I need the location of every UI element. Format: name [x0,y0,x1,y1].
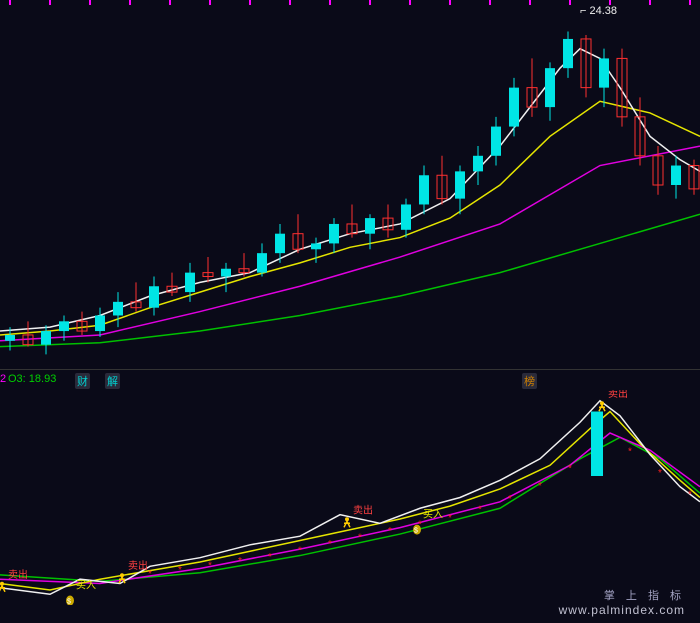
svg-text:*: * [268,552,272,563]
watermark-url: www.palmindex.com [559,603,685,617]
svg-text:*: * [508,494,512,505]
svg-text:$: $ [414,528,418,535]
price-chart-panel[interactable]: ⌐ 24.38 [0,0,700,370]
svg-text:*: * [148,569,152,580]
svg-text:*: * [208,560,212,571]
svg-text:*: * [448,513,452,524]
svg-text:*: * [388,526,392,537]
indicator-panel[interactable]: *******************卖出买入$卖出卖出买入$卖出 掌 上 指 … [0,390,700,623]
watermark-title: 掌 上 指 标 [559,587,685,603]
svg-text:卖出: 卖出 [353,503,373,516]
svg-text:*: * [178,565,182,576]
svg-text:卖出: 卖出 [608,390,628,400]
svg-text:*: * [688,490,692,501]
o3-value: O3: 18.93 [8,373,56,385]
svg-text:卖出: 卖出 [8,568,28,581]
chart-label: 财 [75,373,90,389]
svg-text:买入: 买入 [76,580,96,592]
svg-text:⌐ 24.38: ⌐ 24.38 [580,5,617,17]
label-row: 2 O3: 18.93 财解 榜 [0,370,700,390]
chart-label: 解 [105,373,120,389]
svg-text:*: * [478,505,482,516]
svg-text:*: * [298,545,302,556]
svg-text:*: * [238,556,242,567]
svg-text:$: $ [67,599,71,605]
svg-text:买入: 买入 [423,509,443,521]
svg-text:*: * [328,539,332,550]
svg-text:*: * [658,468,662,479]
svg-text:*: * [538,481,542,492]
indicator-chart: *******************卖出买入$卖出卖出买入$卖出 [0,390,700,605]
candlestick-chart: ⌐ 24.38 [0,0,700,370]
o2-label: 2 [0,373,6,385]
svg-text:*: * [568,464,572,475]
chart-label: 榜 [522,373,537,389]
svg-text:卖出: 卖出 [128,559,148,572]
svg-text:*: * [358,533,362,544]
watermark: 掌 上 指 标 www.palmindex.com [559,587,685,617]
svg-text:*: * [628,447,632,458]
